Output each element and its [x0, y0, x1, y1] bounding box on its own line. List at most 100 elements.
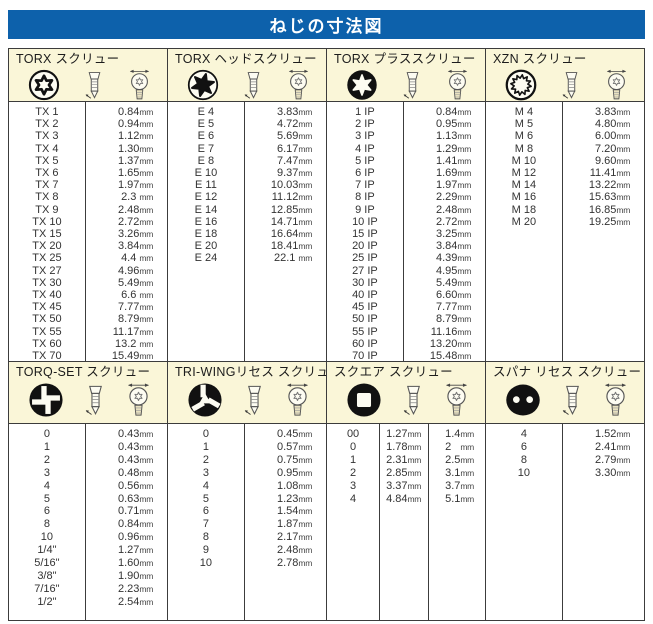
dimension-value: 8.79mm [436, 313, 471, 326]
size-label: M 14 [511, 179, 537, 192]
size-label: TX 30 [32, 276, 62, 289]
mm-unit: mm [457, 229, 471, 240]
dimension-value: 7.77mm [436, 301, 471, 314]
size-label: 3 [350, 479, 357, 492]
size-label: 7/16" [34, 582, 60, 595]
dimension-column: 0.84mm 0.95mm 1.13mm 1.29mm 1.41mm 1.69mm 1.97… [402, 102, 485, 363]
section-top: TORX スクリュー TX 1 TX 2 TX 3 TX 4 TX 5 TX 6 TX 7 TX… [9, 49, 644, 363]
size-label: E 20 [194, 240, 218, 253]
size-label: E 4 [197, 106, 215, 118]
mm-unit: mm [139, 229, 153, 240]
size-column: 1 IP 2 IP 3 IP 4 IP 5 IP 6 IP 7 IP 8 IP 9 IP 10 I… [327, 102, 403, 362]
mm-unit: mm [298, 168, 312, 179]
dimension-value: 13.20mm [429, 337, 471, 350]
dimension-value: 1.65mm [118, 167, 153, 180]
panel-torx: TORX スクリュー TX 1 TX 2 TX 3 TX 4 TX 5 TX 6 TX 7 TX… [9, 49, 167, 363]
mm-unit: mm [616, 192, 630, 203]
screw-dimension-table: TORX スクリュー TX 1 TX 2 TX 3 TX 4 TX 5 TX 6 TX 7 TX… [8, 48, 645, 621]
panel-header: TORX ヘッドスクリュー [168, 49, 326, 102]
size-label: 1 [350, 453, 357, 466]
size-label: 3/8" [37, 569, 57, 582]
size-label: 4 [202, 479, 209, 492]
mm-unit: mm [298, 180, 312, 191]
size-label: 40 IP [352, 289, 378, 302]
mm-unit: mm [139, 314, 153, 325]
dimension-value: 1.52mm [595, 428, 630, 440]
mm-unit: mm [139, 454, 153, 465]
screw-head-top-view-icon [603, 381, 628, 418]
size-label: E 7 [197, 142, 215, 155]
mm-unit: mm [298, 532, 312, 543]
dimension-value: 15.49mm [111, 350, 153, 363]
panel-header: スパナ リセス スクリュー [486, 362, 644, 424]
dimension-value: 3.83mm [595, 106, 630, 118]
panel-icon-row [16, 380, 161, 420]
size-label: 2 [350, 466, 357, 479]
mm-unit: mm [298, 480, 312, 491]
dimension-value: 3.84mm [436, 240, 471, 253]
size-label: 45 IP [352, 301, 378, 314]
size-label: TX 5 [35, 154, 59, 167]
size-label: 3 [43, 466, 50, 479]
mm-unit: mm [457, 241, 471, 252]
size-label: 10 [517, 466, 531, 479]
mm-unit: mm [139, 192, 153, 203]
dimension-value: 4.84mm [386, 492, 422, 505]
mm-unit: mm [139, 216, 153, 227]
mm-unit: mm [298, 454, 312, 465]
dimension-value: 19.25mm [588, 215, 630, 228]
panel-icon-row [175, 67, 320, 101]
size-label: 4 [350, 492, 357, 505]
size-label: 3 [202, 466, 209, 479]
size-label: 10 [199, 557, 213, 570]
mm-unit: mm [457, 351, 471, 362]
dimension-value: 4.4 mm [121, 252, 153, 265]
screw-head-top-view-icon [287, 68, 310, 101]
dimension-value: 12.85mm [270, 203, 312, 216]
mm-unit: mm [616, 107, 630, 117]
mm-unit: mm [298, 441, 312, 452]
mm-unit: mm [139, 265, 153, 276]
dimension-value: 15.63mm [588, 191, 630, 204]
dimension-value: 15.48mm [429, 350, 471, 363]
mm-unit: mm [457, 155, 471, 166]
dimension-value: 3.37mm [386, 479, 422, 492]
mm-unit: mm [139, 338, 153, 349]
mm-unit: mm [139, 302, 153, 313]
mm-unit: mm [139, 241, 153, 252]
dimension-column: 0.84mm 0.94mm 1.12mm 1.30mm 1.37mm 1.65mm 1.97… [84, 102, 167, 363]
dimension-value: 1.12mm [118, 130, 153, 143]
dimension-value: 6.6 mm [121, 289, 153, 302]
size-label: 15 IP [352, 228, 378, 241]
panel-square: スクエア スクリュー 00 0 1 2 3 4 1.27mm 1.78mm 2.31mm 2.85m… [326, 362, 485, 620]
mm-unit: mm [616, 143, 630, 154]
screw-side-view-icon [561, 383, 584, 418]
screw-side-view-icon [402, 383, 425, 418]
panel-icon-row [334, 380, 479, 420]
dimension-value: 1.29mm [436, 142, 471, 155]
size-label: 4 [520, 428, 527, 440]
dimension-value: 1.13mm [436, 130, 471, 143]
size-label: M 18 [511, 203, 537, 216]
dimension-value: 3.30mm [595, 466, 630, 479]
dimension-value: 0.57mm [277, 440, 312, 453]
mm-unit: mm [457, 302, 471, 313]
size-label: E 8 [197, 154, 215, 167]
panel-title: TORX ヘッドスクリュー [175, 52, 317, 66]
dimension-value: 2.48mm [277, 544, 312, 557]
mm-unit: mm [139, 155, 153, 166]
mm-unit: mm [616, 467, 630, 478]
page-title: ねじの寸法図 [269, 17, 384, 36]
size-label: M 12 [511, 167, 537, 180]
screw-head-top-view-icon [285, 381, 310, 418]
dimension-value: 1.97mm [118, 179, 153, 192]
size-label: 3 IP [355, 130, 375, 143]
mm-unit: mm [457, 265, 471, 276]
size-column: 00 0 1 2 3 4 [327, 424, 379, 620]
dimension-value: 2.5mm [445, 453, 474, 466]
